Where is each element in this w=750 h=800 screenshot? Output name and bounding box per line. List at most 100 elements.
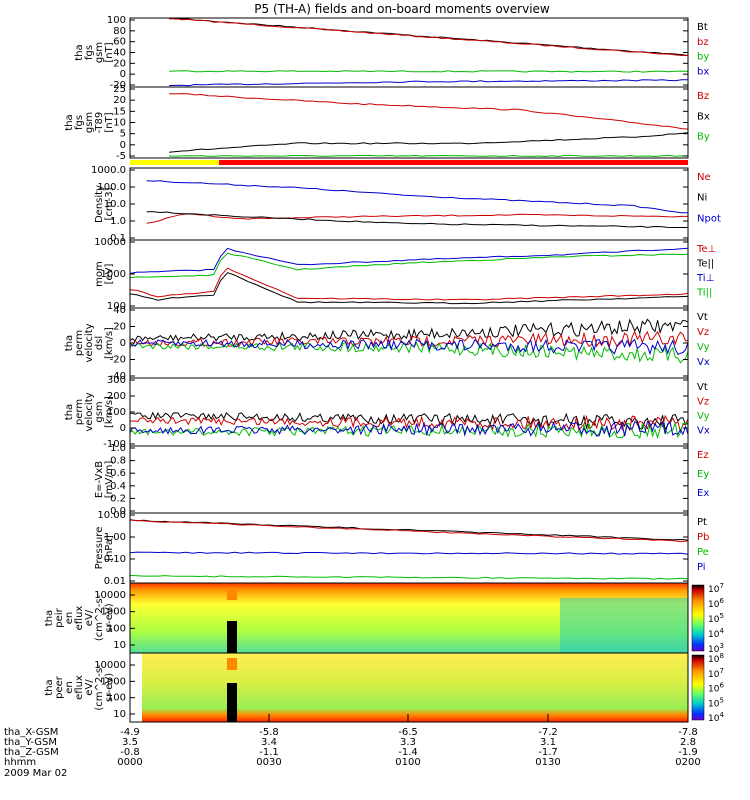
- y-tick-label: 0: [120, 423, 126, 434]
- y-tick-label: 20: [113, 58, 126, 69]
- y-axis-label: gsm: [94, 42, 105, 63]
- legend-label: Npot: [697, 213, 721, 224]
- legend-label: Pe: [697, 547, 709, 558]
- colorbar-label: 104: [708, 627, 724, 640]
- panel-density: 1000.0 100.0 10.0 1.0 0.1 Ne Ni Npot Density [cm-…: [91, 165, 721, 244]
- colorbar-strip: [691, 584, 705, 652]
- y-tick-label: 200: [107, 391, 126, 402]
- y-axis-label: en: [64, 681, 75, 694]
- y-axis-label: dsl: [94, 336, 105, 350]
- y-axis-label: [mV/m]: [104, 461, 115, 499]
- y-tick-label: 0.2: [110, 493, 126, 504]
- panel-frame: [129, 86, 689, 159]
- y-axis-label: en: [64, 612, 75, 625]
- y-tick-label: 80: [113, 26, 126, 37]
- series-line: [129, 411, 689, 432]
- series-line: [129, 330, 688, 349]
- y-tick-label: 40: [113, 305, 126, 316]
- series-line: [169, 93, 689, 130]
- legend-label: bx: [697, 66, 709, 77]
- status-bar-red: [219, 160, 688, 165]
- x-axis-row-label: tha_Z-GSM: [4, 747, 59, 758]
- y-tick-label: 0.1: [110, 233, 126, 244]
- y-axis-label: eV/: [84, 679, 95, 696]
- y-tick-label: 10: [113, 709, 126, 720]
- y-axis-label: eflux: [74, 606, 85, 631]
- x-tick-label: -1.7: [538, 747, 558, 758]
- y-tick-label: 10000: [94, 660, 126, 671]
- legend-label: Ti⊥: [696, 273, 714, 284]
- y-axis-label: [nPa]: [104, 535, 115, 561]
- series-line: [146, 211, 688, 228]
- date-label: 2009 Mar 02: [4, 768, 67, 779]
- data-gap-top: [227, 658, 237, 670]
- y-axis-label: tha: [44, 610, 55, 626]
- x-tick-label: 3.1: [540, 737, 556, 748]
- data-gap: [227, 621, 237, 653]
- legend-label: By: [697, 132, 710, 143]
- panel-velocity_perm: 40 20 0 -20 -40 Vt Vz Vy Vx tha perm velocity dsl [km…: [64, 305, 710, 382]
- legend-label: Ex: [697, 488, 709, 499]
- y-tick-label: 0.01: [104, 576, 126, 587]
- data-gap-top: [227, 588, 237, 600]
- y-axis-label: Pressure: [94, 527, 105, 570]
- x-tick-label: -1.4: [398, 747, 418, 758]
- plot-title: P5 (TH-A) fields and on-board moments ov…: [254, 2, 550, 16]
- legend-label: Vz: [697, 327, 709, 338]
- y-tick-label: 10.0: [104, 199, 126, 210]
- y-tick-label: 15: [113, 106, 126, 117]
- x-axis-row-label: tha_Y-GSM: [4, 737, 57, 748]
- series-line: [129, 519, 689, 541]
- legend-label: Ne: [697, 172, 711, 183]
- y-axis-label: [nT]: [104, 112, 115, 132]
- y-tick-label: 10: [113, 118, 126, 129]
- y-tick-label: -5: [116, 151, 126, 162]
- y-tick-label: -40: [110, 371, 126, 382]
- y-tick-label: 0.6: [110, 468, 126, 479]
- y-axis-label: perm: [74, 330, 85, 356]
- y-axis-label: peir: [54, 607, 65, 627]
- legend-label: Bx: [697, 111, 710, 122]
- series-line: [169, 17, 689, 56]
- legend-label: Ti||: [696, 288, 712, 299]
- x-axis-row-label: tha_X-GSM: [4, 727, 58, 738]
- x-tick-label: -0.8: [120, 747, 140, 758]
- y-axis-label: gsm: [84, 112, 95, 133]
- y-axis-label: tha: [64, 114, 75, 130]
- x-tick-label: 0030: [256, 757, 281, 768]
- y-tick-label: 0.10: [104, 554, 126, 565]
- panel-velocity_gsm: 300 200 100 0 -100 Vt Vz Vy Vx tha perm velocity gsm…: [64, 375, 710, 450]
- y-axis-label: tha: [44, 679, 55, 695]
- y-tick-label: 100.0: [97, 182, 126, 193]
- y-axis-label: fgs: [84, 45, 95, 60]
- spectrogram-image: [142, 653, 688, 722]
- legend-label: Vy: [697, 342, 710, 353]
- legend-label: Pb: [697, 532, 709, 543]
- x-axis: tha_X-GSM -4.9 -5.8 -6.5 -7.2 -7.8 tha_Y-GSM 3.…: [4, 714, 701, 768]
- y-axis-label: tha: [64, 335, 75, 351]
- y-tick-label: 1.0: [110, 443, 126, 454]
- colorbar-label: 107: [708, 667, 724, 680]
- y-tick-label: 5: [120, 129, 126, 140]
- y-tick-label: 1000.0: [91, 165, 126, 176]
- colorbar-label: 105: [708, 612, 724, 625]
- y-tick-label: 0.4: [110, 481, 126, 492]
- y-axis-label: [km/s]: [104, 327, 115, 359]
- y-axis-label: eV/: [84, 609, 95, 626]
- legend-label: Vt: [697, 312, 708, 323]
- y-tick-label: -20: [110, 80, 126, 91]
- y-tick-label: 0: [120, 140, 126, 151]
- series-line: [169, 132, 689, 153]
- colorbar-strip: [691, 654, 705, 721]
- y-tick-label: 20: [113, 95, 126, 106]
- y-tick-label: 25: [113, 84, 126, 95]
- y-axis-label: fgs: [74, 115, 85, 130]
- y-tick-label: 300: [107, 375, 126, 386]
